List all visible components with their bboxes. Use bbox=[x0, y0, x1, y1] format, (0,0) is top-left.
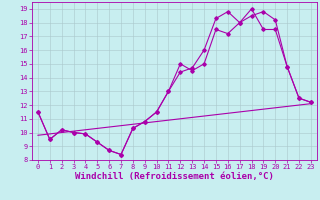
X-axis label: Windchill (Refroidissement éolien,°C): Windchill (Refroidissement éolien,°C) bbox=[75, 172, 274, 181]
